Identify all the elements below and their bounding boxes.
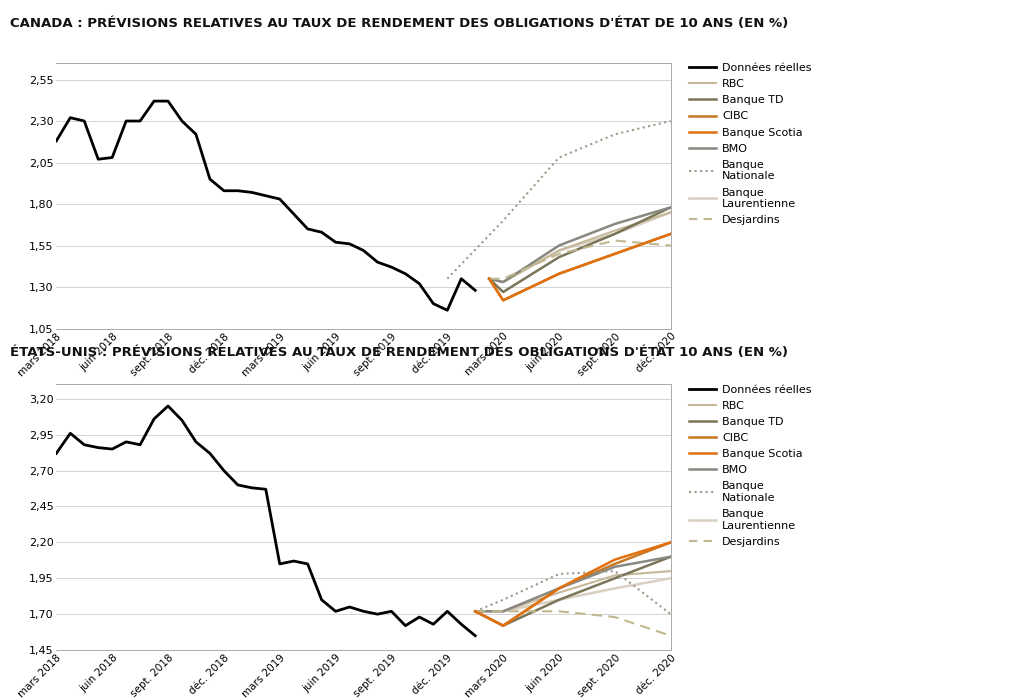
Legend: Données réelles, RBC, Banque TD, CIBC, Banque Scotia, BMO, Banque
Nationale, Ban: Données réelles, RBC, Banque TD, CIBC, B… [688,63,811,225]
Text: CANADA : PRÉVISIONS RELATIVES AU TAUX DE RENDEMENT DES OBLIGATIONS D'ÉTAT DE 10 : CANADA : PRÉVISIONS RELATIVES AU TAUX DE… [10,17,788,31]
Legend: Données réelles, RBC, Banque TD, CIBC, Banque Scotia, BMO, Banque
Nationale, Ban: Données réelles, RBC, Banque TD, CIBC, B… [688,384,811,547]
Text: ÉTATS-UNIS : PRÉVISIONS RELATIVES AU TAUX DE RENDEMENT DES OBLIGATIONS D'ÉTAT 10: ÉTATS-UNIS : PRÉVISIONS RELATIVES AU TAU… [10,346,788,359]
